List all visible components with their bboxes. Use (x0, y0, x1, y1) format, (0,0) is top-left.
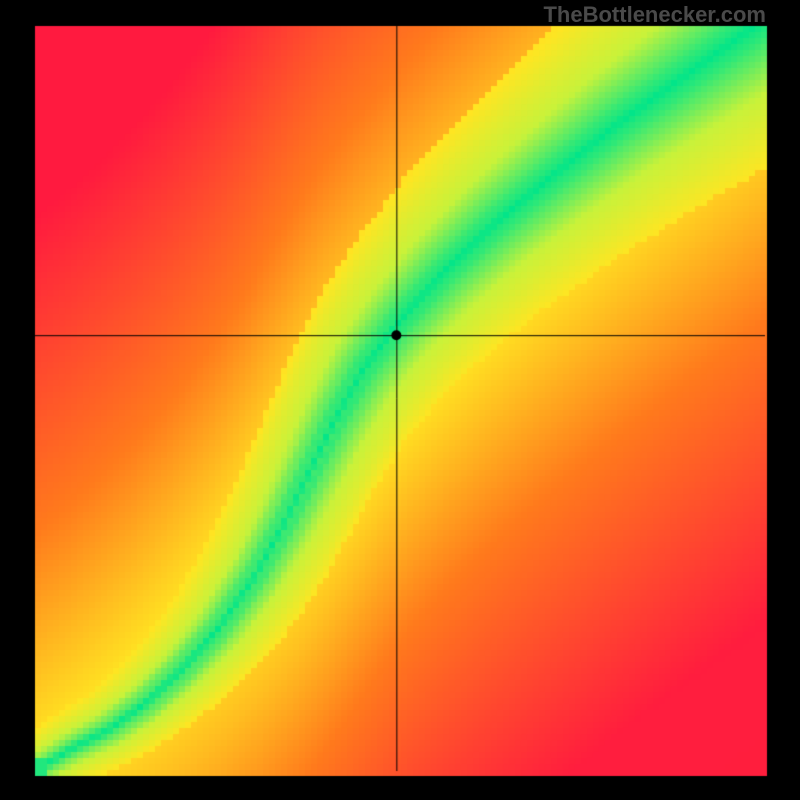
chart-container: TheBottlenecker.com (0, 0, 800, 800)
watermark-label: TheBottlenecker.com (543, 2, 766, 28)
bottleneck-heatmap (0, 0, 800, 800)
